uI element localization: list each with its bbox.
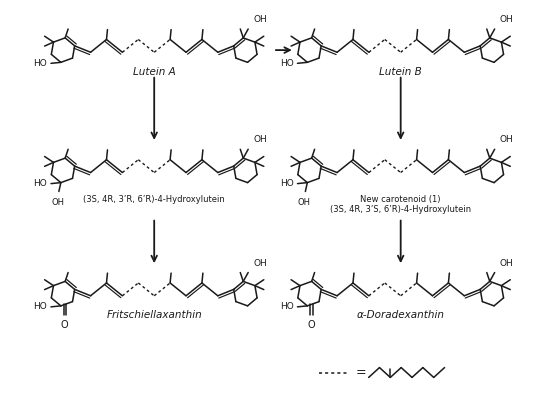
Text: OH: OH xyxy=(51,198,65,207)
Text: HO: HO xyxy=(33,302,47,311)
Text: (3S, 4R, 3’S, 6’R)-4-Hydroxylutein: (3S, 4R, 3’S, 6’R)-4-Hydroxylutein xyxy=(330,205,472,214)
Text: O: O xyxy=(307,320,315,331)
Text: Lutein A: Lutein A xyxy=(133,67,176,77)
Text: OH: OH xyxy=(499,135,513,144)
Text: α-Doradexanthin: α-Doradexanthin xyxy=(357,310,445,320)
Text: (3S, 4R, 3’R, 6’R)-4-Hydroxylutein: (3S, 4R, 3’R, 6’R)-4-Hydroxylutein xyxy=(83,196,225,205)
Text: Fritschiellaxanthin: Fritschiellaxanthin xyxy=(106,310,202,320)
Text: Lutein B: Lutein B xyxy=(379,67,422,77)
Text: OH: OH xyxy=(253,135,267,144)
Text: New carotenoid (1): New carotenoid (1) xyxy=(360,196,441,205)
Text: OH: OH xyxy=(253,259,267,267)
Text: HO: HO xyxy=(280,302,294,311)
Text: HO: HO xyxy=(33,59,47,68)
Text: HO: HO xyxy=(280,59,294,68)
Text: HO: HO xyxy=(280,179,294,188)
Text: HO: HO xyxy=(33,179,47,188)
Text: OH: OH xyxy=(499,15,513,24)
Text: OH: OH xyxy=(253,15,267,24)
Text: OH: OH xyxy=(499,259,513,267)
Text: =: = xyxy=(356,366,366,379)
Text: O: O xyxy=(61,320,68,331)
Text: OH: OH xyxy=(298,198,311,207)
